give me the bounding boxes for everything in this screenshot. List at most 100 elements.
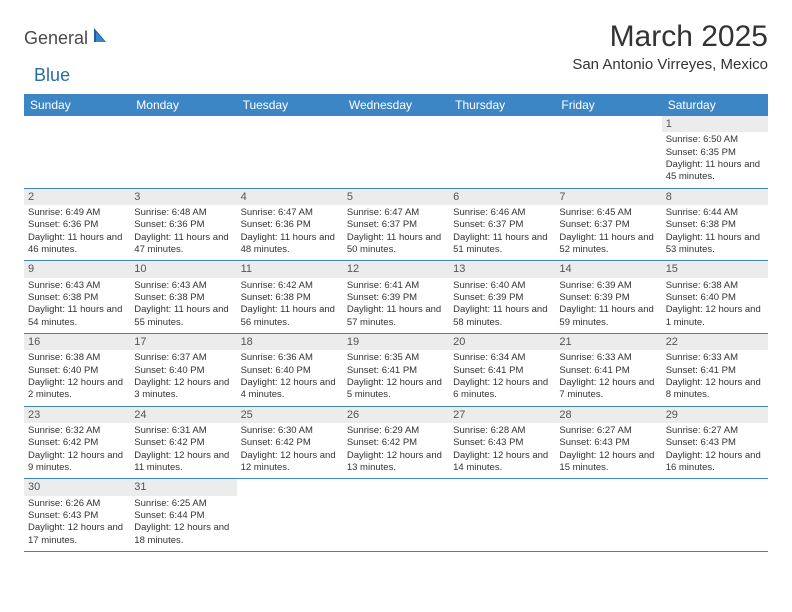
sunset-text: Sunset: 6:37 PM [347,219,445,231]
week-row: 23 Sunrise: 6:32 AM Sunset: 6:42 PM Dayligh… [24,407,768,480]
day-number: 20 [449,334,555,350]
sunrise-text: Sunrise: 6:48 AM [134,207,232,219]
day-number: 25 [237,407,343,423]
day-number: 22 [662,334,768,350]
week-row: 1Sunrise: 6:50 AMSunset: 6:35 PMDaylight… [24,116,768,189]
day-cell [449,479,555,551]
day-number: 23 [24,407,130,423]
day-number: 8 [662,189,768,205]
day-number: 1 [662,116,768,132]
day-number: 24 [130,407,236,423]
sunset-text: Sunset: 6:38 PM [666,219,764,231]
sunrise-text: Sunrise: 6:31 AM [134,425,232,437]
day-cell: 18Sunrise: 6:36 AMSunset: 6:40 PMDayligh… [237,334,343,406]
day-cell: 5Sunrise: 6:47 AMSunset: 6:37 PMDaylight… [343,189,449,261]
sail-icon [92,26,114,49]
day-cell: 1Sunrise: 6:50 AMSunset: 6:35 PMDaylight… [662,116,768,188]
day-cell: 21Sunrise: 6:33 AMSunset: 6:41 PMDayligh… [555,334,661,406]
day-cell: 12Sunrise: 6:41 AMSunset: 6:39 PMDayligh… [343,261,449,333]
daylight-text: Daylight: 11 hours and 53 minutes. [666,232,764,257]
weekday-sun: Sunday [24,94,130,116]
day-cell: 4Sunrise: 6:47 AMSunset: 6:36 PMDaylight… [237,189,343,261]
week-row: 16Sunrise: 6:38 AMSunset: 6:40 PMDayligh… [24,334,768,407]
day-cell: 16Sunrise: 6:38 AMSunset: 6:40 PMDayligh… [24,334,130,406]
sunrise-text: Sunrise: 6:47 AM [347,207,445,219]
sunset-text: Sunset: 6:37 PM [559,219,657,231]
daylight-text: Daylight: 11 hours and 45 minutes. [666,159,764,184]
title-block: March 2025 San Antonio Virreyes, Mexico [572,20,768,73]
daylight-text: Daylight: 11 hours and 46 minutes. [28,232,126,257]
sunrise-text: Sunrise: 6:27 AM [666,425,764,437]
weekday-header: Sunday Monday Tuesday Wednesday Thursday… [24,94,768,116]
daylight-text: Daylight: 11 hours and 56 minutes. [241,304,339,329]
day-number: 17 [130,334,236,350]
weeks-container: 1Sunrise: 6:50 AMSunset: 6:35 PMDaylight… [24,116,768,552]
sunrise-text: Sunrise: 6:40 AM [453,280,551,292]
day-cell: 9Sunrise: 6:43 AMSunset: 6:38 PMDaylight… [24,261,130,333]
day-cell: 25Sunrise: 6:30 AMSunset: 6:42 PMDayligh… [237,407,343,479]
day-number: 16 [24,334,130,350]
sunset-text: Sunset: 6:41 PM [453,365,551,377]
day-cell: 26Sunrise: 6:29 AMSunset: 6:42 PMDayligh… [343,407,449,479]
sunrise-text: Sunrise: 6:28 AM [453,425,551,437]
day-cell: 10Sunrise: 6:43 AMSunset: 6:38 PMDayligh… [130,261,236,333]
day-cell: 19Sunrise: 6:35 AMSunset: 6:41 PMDayligh… [343,334,449,406]
day-cell [24,116,130,188]
day-cell: 11Sunrise: 6:42 AMSunset: 6:38 PMDayligh… [237,261,343,333]
sunrise-text: Sunrise: 6:33 AM [666,352,764,364]
sunset-text: Sunset: 6:41 PM [666,365,764,377]
sunrise-text: Sunrise: 6:34 AM [453,352,551,364]
day-number: 14 [555,261,661,277]
daylight-text: Daylight: 12 hours and 8 minutes. [666,377,764,402]
daylight-text: Daylight: 11 hours and 54 minutes. [28,304,126,329]
daylight-text: Daylight: 12 hours and 4 minutes. [241,377,339,402]
sunset-text: Sunset: 6:42 PM [241,437,339,449]
daylight-text: Daylight: 12 hours and 15 minutes. [559,450,657,475]
day-cell: 2Sunrise: 6:49 AMSunset: 6:36 PMDaylight… [24,189,130,261]
sunset-text: Sunset: 6:39 PM [453,292,551,304]
daylight-text: Daylight: 11 hours and 50 minutes. [347,232,445,257]
weekday-wed: Wednesday [343,94,449,116]
day-cell [662,479,768,551]
location: San Antonio Virreyes, Mexico [572,56,768,73]
sunrise-text: Sunrise: 6:41 AM [347,280,445,292]
day-cell: 6Sunrise: 6:46 AMSunset: 6:37 PMDaylight… [449,189,555,261]
logo-text-blue: Blue [34,65,70,86]
logo: General [24,20,114,51]
daylight-text: Daylight: 12 hours and 2 minutes. [28,377,126,402]
day-number: 11 [237,261,343,277]
day-cell: 13Sunrise: 6:40 AMSunset: 6:39 PMDayligh… [449,261,555,333]
daylight-text: Daylight: 11 hours and 51 minutes. [453,232,551,257]
sunrise-text: Sunrise: 6:47 AM [241,207,339,219]
weekday-sat: Saturday [662,94,768,116]
month-title: March 2025 [572,20,768,54]
weekday-mon: Monday [130,94,236,116]
sunrise-text: Sunrise: 6:43 AM [134,280,232,292]
day-number: 13 [449,261,555,277]
sunset-text: Sunset: 6:42 PM [134,437,232,449]
daylight-text: Daylight: 12 hours and 14 minutes. [453,450,551,475]
daylight-text: Daylight: 12 hours and 13 minutes. [347,450,445,475]
sunset-text: Sunset: 6:43 PM [28,510,126,522]
week-row: 2Sunrise: 6:49 AMSunset: 6:36 PMDaylight… [24,189,768,262]
sunset-text: Sunset: 6:37 PM [453,219,551,231]
sunset-text: Sunset: 6:38 PM [241,292,339,304]
day-number: 7 [555,189,661,205]
sunset-text: Sunset: 6:43 PM [453,437,551,449]
daylight-text: Daylight: 11 hours and 47 minutes. [134,232,232,257]
day-cell: 17Sunrise: 6:37 AMSunset: 6:40 PMDayligh… [130,334,236,406]
sunset-text: Sunset: 6:43 PM [559,437,657,449]
sunset-text: Sunset: 6:44 PM [134,510,232,522]
day-cell: 31Sunrise: 6:25 AMSunset: 6:44 PMDayligh… [130,479,236,551]
sunrise-text: Sunrise: 6:32 AM [28,425,126,437]
daylight-text: Daylight: 11 hours and 57 minutes. [347,304,445,329]
day-number: 15 [662,261,768,277]
daylight-text: Daylight: 12 hours and 1 minute. [666,304,764,329]
sunrise-text: Sunrise: 6:29 AM [347,425,445,437]
day-cell: 27 Sunrise: 6:28 AMSunset: 6:43 PMDayligh… [449,407,555,479]
daylight-text: Daylight: 12 hours and 18 minutes. [134,522,232,547]
sunset-text: Sunset: 6:39 PM [559,292,657,304]
day-number: 2 [24,189,130,205]
day-number: 6 [449,189,555,205]
day-number: 27 [449,407,555,423]
